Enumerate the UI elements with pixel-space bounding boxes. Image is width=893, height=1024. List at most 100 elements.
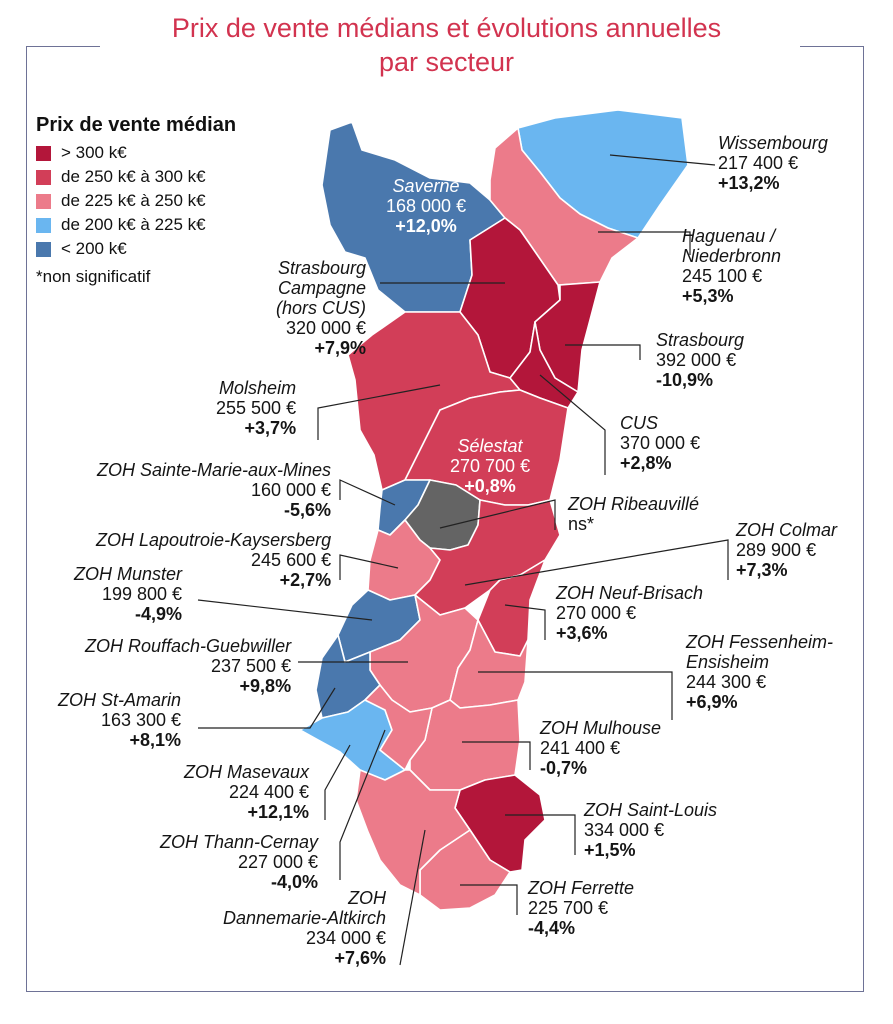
- legend-item: > 300 k€: [36, 141, 236, 165]
- sector-change: +7,6%: [334, 948, 387, 968]
- sector-price: 227 000 €: [237, 852, 319, 872]
- leader-line-munster: [197, 599, 373, 621]
- sector-name: Wissembourg: [718, 133, 828, 153]
- sector-name: ZOH Lapoutroie-Kaysersberg: [96, 530, 332, 550]
- legend-label: de 200 k€ à 225 k€: [61, 215, 206, 234]
- sector-name: Saverne: [392, 176, 460, 196]
- sector-price: 245 100 €: [682, 266, 763, 286]
- sector-name: ZOH Neuf-Brisach: [556, 583, 704, 603]
- sector-label-rouffach: ZOH Rouffach-Guebwiller 237 500 € +9,8%: [85, 636, 291, 696]
- sector-change: +6,9%: [686, 692, 738, 712]
- sector-change: +3,7%: [244, 418, 297, 438]
- sector-change: -5,6%: [284, 500, 332, 520]
- sector-name: (hors CUS): [276, 298, 367, 318]
- sector-price: 237 500 €: [211, 656, 292, 676]
- sector-price: 241 400 €: [540, 738, 621, 758]
- leader-line-masevaux: [324, 744, 351, 820]
- sector-price: 370 000 €: [620, 433, 701, 453]
- legend-title: Prix de vente médian: [36, 114, 237, 136]
- sector-change: +2,8%: [620, 453, 672, 473]
- sector-label-haguenau: Haguenau / Niederbronn 245 100 € +5,3%: [682, 226, 781, 306]
- leader-line-fessenheim: [478, 671, 673, 720]
- page-subtitle: par secteur: [378, 47, 515, 77]
- sector-change: +12,0%: [395, 216, 457, 236]
- sector-change: +12,1%: [247, 802, 310, 822]
- sector-change: +3,6%: [556, 623, 608, 643]
- leader-line-haguenau: [598, 231, 691, 255]
- legend-swatch: [36, 193, 51, 209]
- sector-name: ZOH Saint-Louis: [584, 800, 718, 820]
- sector-change: +9,8%: [239, 676, 292, 696]
- sector-change: -10,9%: [656, 370, 714, 390]
- leader-line-molsheim: [317, 384, 441, 440]
- sector-price: 160 000 €: [250, 480, 332, 500]
- sector-price: 199 800 €: [101, 584, 183, 604]
- sector-price: 392 000 €: [656, 350, 737, 370]
- sector-label-saverne: Saverne 168 000 € +12,0%: [386, 176, 466, 236]
- leader-line-neuf-brisach: [504, 604, 546, 640]
- sector-name: ZOH Ferrette: [528, 878, 635, 898]
- sector-price: 270 700 €: [450, 456, 531, 476]
- sector-price: 224 400 €: [228, 782, 310, 802]
- legend-item: de 200 k€ à 225 k€: [36, 213, 236, 237]
- sector-price: 270 000 €: [556, 603, 637, 623]
- sector-name: Strasbourg: [656, 330, 745, 350]
- sector-name: Molsheim: [219, 378, 297, 398]
- sector-label-strasbourg: Strasbourg 392 000 € -10,9%: [656, 330, 744, 390]
- sector-change: +8,1%: [129, 730, 182, 750]
- leader-line-st-amarin: [198, 687, 336, 729]
- sector-change: -0,7%: [540, 758, 588, 778]
- sector-price: 217 400 €: [718, 153, 799, 173]
- legend-swatch: [36, 241, 51, 257]
- sector-label-wissembourg: Wissembourg 217 400 € +13,2%: [718, 133, 828, 193]
- sector-label-molsheim: Molsheim 255 500 € +3,7%: [216, 378, 296, 438]
- legend-swatch: [36, 217, 51, 233]
- sector-price: 225 700 €: [528, 898, 609, 918]
- sector-change: -4,4%: [528, 918, 576, 938]
- sector-change: +7,3%: [736, 560, 788, 580]
- sector-label-sainte-marie: ZOH Sainte-Marie-aux-Mines 160 000 € -5,6%: [97, 460, 331, 520]
- leader-line-strasbourg: [565, 344, 641, 360]
- sector-name: ZOH: [348, 888, 387, 908]
- sector-price: 289 900 €: [736, 540, 817, 560]
- leader-line-saint-louis: [505, 814, 576, 855]
- sector-label-thann: ZOH Thann-Cernay 227 000 € -4,0%: [160, 832, 318, 892]
- sector-label-munster: ZOH Munster 199 800 € -4,9%: [74, 564, 182, 624]
- sector-price: ns*: [568, 514, 595, 534]
- sector-change: +2,7%: [279, 570, 332, 590]
- sector-label-cus: CUS 370 000 € +2,8%: [620, 413, 700, 473]
- legend-label: de 225 k€ à 250 k€: [61, 191, 206, 210]
- legend-item: de 225 k€ à 250 k€: [36, 189, 236, 213]
- legend-label: > 300 k€: [61, 143, 127, 162]
- sector-label-strasbourg-campagne: Strasbourg Campagne (hors CUS) 320 000 € +7,…: [276, 258, 366, 358]
- sector-name: ZOH Colmar: [736, 520, 838, 540]
- leader-line-colmar: [464, 539, 729, 586]
- sector-name: ZOH Rouffach-Guebwiller: [85, 636, 292, 656]
- leader-line-ferrette: [460, 884, 518, 915]
- sector-change: +1,5%: [584, 840, 636, 860]
- leader-line-thann: [339, 729, 386, 880]
- sector-change: +13,2%: [718, 173, 780, 193]
- sector-price: 245 600 €: [251, 550, 332, 570]
- region-dannemarie: [355, 769, 471, 896]
- legend-label: de 250 k€ à 300 k€: [61, 167, 206, 186]
- sector-price: 255 500 €: [216, 398, 297, 418]
- sector-label-lapoutroie: ZOH Lapoutroie-Kaysersberg 245 600 € +2,7%: [96, 530, 331, 590]
- page-title: Prix de vente médians et évolutions annu…: [171, 13, 722, 43]
- sector-price: 334 000 €: [584, 820, 665, 840]
- sector-change: +0,8%: [464, 476, 516, 496]
- sector-label-ribeauville: ZOH Ribeauvillé ns*: [568, 494, 699, 534]
- sector-change: -4,9%: [135, 604, 183, 624]
- sector-name: Ensisheim: [686, 652, 770, 672]
- region-haguenau: [489, 127, 639, 286]
- sector-change: -4,0%: [271, 872, 319, 892]
- sector-name: ZOH Masevaux: [184, 762, 310, 782]
- sector-label-saint-louis: ZOH Saint-Louis 334 000 € +1,5%: [584, 800, 717, 860]
- legend: Prix de vente médian > 300 k€ de 250 k€ à…: [36, 114, 236, 287]
- leader-line-wissembourg: [609, 154, 716, 166]
- legend-label: < 200 k€: [61, 239, 127, 258]
- leader-line-lapoutroie: [339, 554, 399, 580]
- leader-line-ribeauville: [439, 499, 556, 530]
- sector-price: 244 300 €: [686, 672, 767, 692]
